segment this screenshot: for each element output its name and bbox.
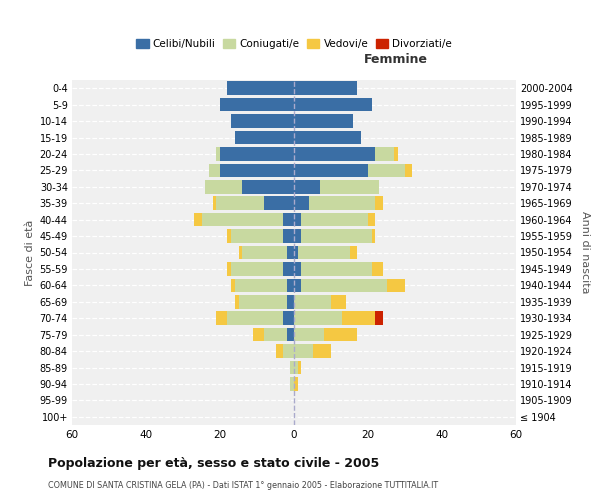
Bar xyxy=(212,196,217,210)
Bar xyxy=(231,262,283,276)
Bar xyxy=(239,246,242,259)
Bar xyxy=(202,213,283,226)
Bar xyxy=(227,312,283,325)
Bar xyxy=(309,196,376,210)
Bar xyxy=(372,230,376,243)
Bar xyxy=(265,196,294,210)
Bar xyxy=(294,278,301,292)
Bar xyxy=(323,328,357,342)
Bar xyxy=(294,230,301,243)
Bar xyxy=(294,213,301,226)
Bar xyxy=(290,361,294,374)
Bar xyxy=(235,278,287,292)
Bar xyxy=(301,230,372,243)
Bar xyxy=(216,196,265,210)
Bar xyxy=(253,328,265,342)
Legend: Celibi/Nubili, Coniugati/e, Vedovi/e, Divorziati/e: Celibi/Nubili, Coniugati/e, Vedovi/e, Di… xyxy=(134,37,454,51)
Bar xyxy=(294,377,298,390)
Bar xyxy=(235,131,294,144)
Bar xyxy=(217,147,220,160)
Y-axis label: Anni di nascita: Anni di nascita xyxy=(580,211,590,294)
Bar xyxy=(287,328,294,342)
Bar xyxy=(231,114,294,128)
Bar xyxy=(342,312,376,325)
Bar xyxy=(235,295,239,308)
Bar xyxy=(294,131,361,144)
Bar xyxy=(283,213,294,226)
Bar xyxy=(294,147,376,160)
Bar xyxy=(386,278,405,292)
Bar xyxy=(294,82,357,95)
Bar xyxy=(394,147,398,160)
Bar xyxy=(349,246,357,259)
Bar xyxy=(294,312,342,325)
Bar xyxy=(209,164,220,177)
Bar xyxy=(194,213,202,226)
Bar xyxy=(283,262,294,276)
Bar xyxy=(265,328,287,342)
Text: COMUNE DI SANTA CRISTINA GELA (PA) - Dati ISTAT 1° gennaio 2005 - Elaborazione T: COMUNE DI SANTA CRISTINA GELA (PA) - Dat… xyxy=(48,481,438,490)
Bar xyxy=(294,98,372,112)
Bar xyxy=(298,246,349,259)
Bar xyxy=(294,246,298,259)
Bar xyxy=(372,262,383,276)
Bar xyxy=(313,344,331,358)
Bar xyxy=(376,196,383,210)
Text: Femmine: Femmine xyxy=(364,53,428,66)
Y-axis label: Fasce di età: Fasce di età xyxy=(25,220,35,286)
Bar xyxy=(301,278,386,292)
Bar xyxy=(239,295,287,308)
Bar xyxy=(294,295,331,308)
Bar xyxy=(301,213,368,226)
Bar xyxy=(283,344,294,358)
Bar xyxy=(368,213,376,226)
Bar xyxy=(205,180,242,194)
Bar xyxy=(376,147,394,160)
Bar xyxy=(220,164,294,177)
Text: Popolazione per età, sesso e stato civile - 2005: Popolazione per età, sesso e stato civil… xyxy=(48,458,379,470)
Bar xyxy=(283,312,294,325)
Bar xyxy=(287,295,294,308)
Bar xyxy=(231,230,283,243)
Bar xyxy=(294,180,320,194)
Bar xyxy=(405,164,412,177)
Bar xyxy=(227,230,231,243)
Bar xyxy=(287,246,294,259)
Bar xyxy=(227,262,231,276)
Bar xyxy=(242,246,287,259)
Bar xyxy=(220,147,294,160)
Bar xyxy=(231,278,235,292)
Bar xyxy=(294,164,368,177)
Bar xyxy=(242,180,294,194)
Bar xyxy=(320,180,379,194)
Bar xyxy=(294,114,353,128)
Bar xyxy=(287,278,294,292)
Bar xyxy=(298,361,301,374)
Bar xyxy=(331,295,346,308)
Bar xyxy=(217,312,227,325)
Bar xyxy=(376,312,383,325)
Bar xyxy=(283,230,294,243)
Bar xyxy=(294,361,298,374)
Bar xyxy=(294,328,323,342)
Bar xyxy=(368,164,405,177)
Bar xyxy=(301,262,372,276)
Bar xyxy=(294,196,309,210)
Bar xyxy=(227,82,294,95)
Bar xyxy=(290,377,294,390)
Bar xyxy=(220,98,294,112)
Bar xyxy=(294,344,313,358)
Bar xyxy=(275,344,283,358)
Bar xyxy=(294,262,301,276)
